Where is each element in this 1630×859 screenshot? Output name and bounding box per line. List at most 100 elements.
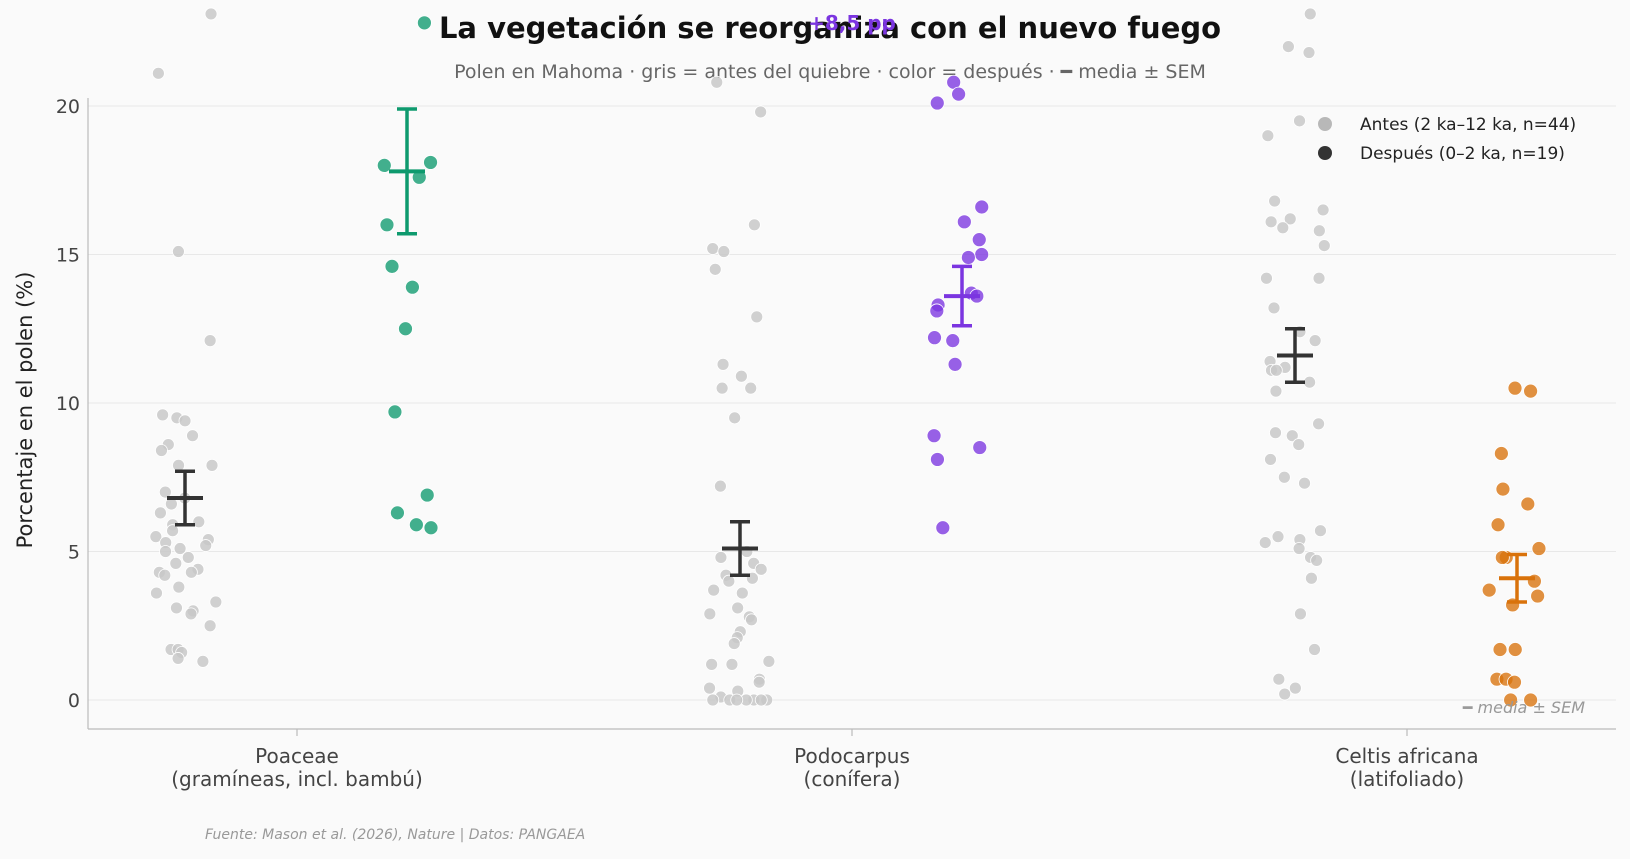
before-point — [703, 681, 716, 695]
before-point — [1261, 129, 1275, 143]
before-point — [1260, 271, 1273, 285]
before-point — [184, 607, 198, 621]
before-point — [706, 693, 720, 707]
before-point — [1302, 46, 1316, 59]
before-point — [707, 583, 721, 597]
before-point — [1316, 203, 1330, 217]
before-point — [706, 242, 720, 255]
after-point — [417, 15, 432, 31]
after-point — [974, 247, 990, 262]
before-point — [1282, 40, 1295, 53]
before-point — [715, 381, 729, 395]
y-tick-label: 0 — [68, 690, 80, 712]
before-point — [166, 524, 180, 538]
before-point — [1305, 571, 1318, 585]
before-point — [1308, 643, 1321, 656]
y-tick-label: 10 — [56, 393, 80, 415]
before-point — [728, 411, 742, 425]
after-point — [1507, 674, 1522, 690]
legend-marker — [1318, 117, 1332, 131]
category-label: Podocarpus — [794, 744, 910, 768]
after-point — [398, 321, 413, 337]
before-point — [205, 458, 219, 472]
after-point — [1490, 517, 1506, 533]
before-point — [1292, 438, 1306, 451]
after-point — [930, 452, 945, 467]
after-point — [423, 520, 439, 536]
before-point — [171, 652, 185, 665]
after-point — [926, 428, 942, 444]
before-point — [196, 654, 210, 668]
after-point — [972, 440, 988, 455]
mean-sem-markers — [167, 107, 1535, 604]
delta-annotations: +11,0 pp+8,5 pp-7,5 pp — [808, 11, 896, 35]
before-point — [708, 262, 722, 276]
before-point — [204, 7, 218, 21]
after-point — [419, 487, 435, 503]
y-axis-label: Porcentaje en el polen (%) — [13, 272, 37, 549]
after-point — [1494, 550, 1510, 565]
before-point — [1285, 429, 1299, 443]
before-point — [170, 601, 183, 615]
chart-subtitle: Polen en Mahoma · gris = antes del quieb… — [454, 61, 1206, 83]
mean-sem-note: ━ media ± SEM — [1462, 698, 1585, 717]
before-point — [1310, 554, 1324, 567]
after-point — [1531, 541, 1547, 556]
before-point — [1298, 476, 1311, 490]
after-point — [405, 279, 420, 295]
before-point — [156, 408, 170, 422]
before-point — [725, 657, 739, 671]
before-point — [717, 245, 731, 258]
before-point — [1303, 375, 1317, 389]
before-point — [169, 556, 183, 570]
before-point — [1294, 607, 1307, 621]
legend[interactable]: Antes (2 ka–12 ka, n=44) Después (0–2 ka,… — [1318, 115, 1576, 164]
after-point — [1493, 446, 1509, 461]
before-point — [754, 562, 768, 576]
before-point — [703, 607, 717, 621]
before-point — [1317, 239, 1331, 252]
after-point — [947, 356, 963, 372]
category-label: Poaceae — [255, 744, 339, 768]
before-point — [1308, 334, 1322, 348]
y-tick-label: 20 — [56, 96, 80, 118]
before-point — [154, 506, 167, 520]
after-point — [376, 157, 392, 173]
before-point — [155, 444, 168, 457]
category-label: Celtis africana — [1335, 744, 1478, 768]
before-point — [150, 586, 163, 600]
before-point — [731, 601, 745, 615]
before-point — [705, 657, 719, 671]
after-point — [951, 86, 967, 102]
before-point — [1303, 7, 1317, 21]
after-point — [945, 333, 961, 349]
after-point — [1481, 582, 1497, 598]
after-point — [379, 217, 395, 233]
after-point — [935, 520, 951, 536]
before-point — [1293, 114, 1306, 128]
after-point — [960, 250, 976, 265]
before-point — [1283, 212, 1297, 226]
after-point — [1523, 383, 1538, 399]
before-point — [1271, 530, 1285, 544]
before-point — [1269, 363, 1283, 377]
before-point — [1269, 426, 1282, 440]
after-point — [1507, 380, 1523, 396]
before-point — [1272, 672, 1286, 686]
before-point — [730, 693, 744, 707]
before-point — [745, 613, 758, 627]
legend-label: Antes (2 ka–12 ka, n=44) — [1360, 115, 1576, 135]
before-point — [192, 515, 206, 529]
source-note: Fuente: Mason et al. (2026), Nature | Da… — [205, 827, 585, 843]
before-point — [710, 75, 724, 89]
after-point — [1530, 588, 1546, 604]
after-point — [387, 404, 403, 420]
after-point — [390, 505, 405, 521]
after-point — [1492, 642, 1508, 657]
before-point — [1277, 470, 1291, 484]
legend-marker — [1318, 146, 1332, 160]
before-point — [1312, 271, 1326, 285]
before-point — [722, 574, 736, 588]
before-point — [750, 310, 764, 324]
